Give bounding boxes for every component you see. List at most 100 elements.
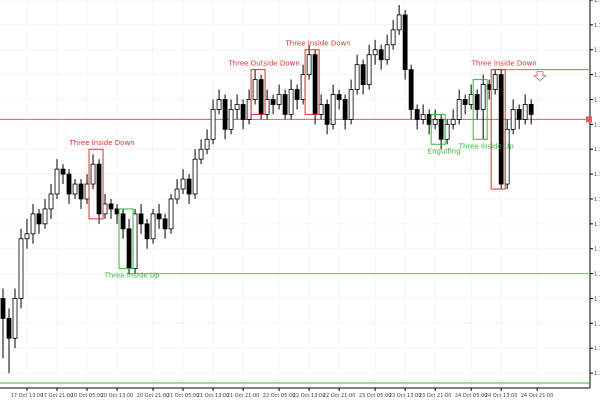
y-tick-label: 1.1605 xyxy=(594,222,600,228)
candle-body xyxy=(390,29,396,46)
pattern-box xyxy=(250,69,266,115)
candle-body xyxy=(498,74,504,185)
y-tick-label: 1.165 xyxy=(594,0,600,4)
pattern-box xyxy=(304,49,320,115)
candle-body xyxy=(60,168,66,175)
candle-body xyxy=(306,54,312,76)
y-tick-label: 1.1585 xyxy=(594,321,600,327)
pattern-box xyxy=(430,113,446,145)
x-tick-label: 20 Oct 21:00 xyxy=(137,393,170,399)
candle-body xyxy=(372,49,378,56)
candle-body xyxy=(54,168,60,195)
candle-body xyxy=(126,228,132,270)
candle-body xyxy=(462,99,468,105)
candle-body xyxy=(312,54,318,115)
candle-body xyxy=(174,188,180,200)
candle-body xyxy=(336,94,342,100)
candle-body xyxy=(120,213,126,230)
candle-body xyxy=(528,104,534,115)
x-tick-label: 24 Oct 21:00 xyxy=(521,393,554,399)
y-tick-label: 1.1575 xyxy=(594,371,600,377)
candle-body xyxy=(522,104,528,120)
candle-body xyxy=(186,178,192,195)
candle-body xyxy=(276,94,282,105)
candle-body xyxy=(78,183,84,200)
x-tick-label: 21 Oct 13:00 xyxy=(197,393,230,399)
x-tick-label: 24 Oct 13:00 xyxy=(485,393,518,399)
x-tick-label: 21 Oct 21:00 xyxy=(227,393,260,399)
pattern-label: Three Inside Down xyxy=(68,139,134,147)
y-tick-label: 1.1645 xyxy=(594,23,600,29)
candle-body xyxy=(450,118,456,125)
candle-body xyxy=(486,84,492,90)
candle-body xyxy=(318,104,324,115)
candle-body xyxy=(342,99,348,120)
candle-body xyxy=(438,118,444,140)
candle-body xyxy=(66,173,72,195)
candle-body xyxy=(426,114,432,125)
candle-body xyxy=(270,99,276,105)
candle-body xyxy=(288,89,294,115)
candle-body xyxy=(210,109,216,140)
arrow-icon xyxy=(532,71,548,82)
candle-body xyxy=(264,99,270,115)
candle-body xyxy=(378,49,384,61)
candle-body xyxy=(12,298,18,339)
y-tick-label: 1.161 xyxy=(594,197,600,203)
candle-body xyxy=(180,178,186,190)
pattern-box xyxy=(490,69,506,190)
candle-body xyxy=(156,213,162,220)
candle-body xyxy=(414,109,420,120)
x-tick-label: 22 Oct 21:00 xyxy=(323,393,356,399)
x-tick-label: 23 Oct 05:00 xyxy=(359,393,392,399)
candle-body xyxy=(366,54,372,85)
y-tick-label: 1.1635 xyxy=(594,73,600,79)
candle-body xyxy=(516,109,522,120)
y-tick-label: 1.1625 xyxy=(594,122,600,128)
y-tick-label: 1.164 xyxy=(594,48,600,54)
candle-body xyxy=(198,148,204,160)
candle-body xyxy=(84,183,90,200)
candle-body xyxy=(330,94,336,125)
pattern-label: Three Inside Up xyxy=(458,142,514,150)
candle-body xyxy=(114,208,120,215)
x-tick-label: 23 Oct 13:00 xyxy=(389,393,422,399)
pattern-label: Three Inside Down xyxy=(285,40,351,48)
candle-body xyxy=(468,94,474,105)
candle-body xyxy=(408,69,414,110)
candle-body xyxy=(96,163,102,215)
candle-body xyxy=(258,79,264,115)
candle-body xyxy=(138,213,144,225)
candle-body xyxy=(396,14,402,31)
x-tick-label: 17 Oct 13:00 xyxy=(11,393,44,399)
candle-body xyxy=(246,99,252,120)
candle-body xyxy=(432,118,438,125)
candle-body xyxy=(240,104,246,120)
candle-body xyxy=(402,14,408,71)
candle-body xyxy=(252,79,258,100)
candle-body xyxy=(102,203,108,215)
x-tick-label: 23 Oct 21:00 xyxy=(419,393,452,399)
pattern-label: Three Outside Down xyxy=(227,60,299,68)
y-tick-label: 1.1615 xyxy=(594,172,600,178)
candle-body xyxy=(72,183,78,195)
candle-body xyxy=(36,213,42,225)
candle-body xyxy=(324,104,330,125)
candle-body xyxy=(42,208,48,225)
candle-body xyxy=(90,163,96,185)
candle-body xyxy=(456,99,462,120)
x-tick-label: 17 Oct 21:00 xyxy=(41,393,74,399)
x-tick-label: 24 Oct 05:00 xyxy=(455,393,488,399)
candle-body xyxy=(192,158,198,195)
x-tick-label: 22 Oct 05:00 xyxy=(263,393,296,399)
pattern-box xyxy=(118,208,134,270)
candle-body xyxy=(108,203,114,210)
candle-body xyxy=(30,213,36,235)
pattern-box xyxy=(472,79,488,140)
candle-body xyxy=(444,123,450,140)
candle-body xyxy=(144,223,150,240)
candle-body xyxy=(216,99,222,110)
y-tick-label: 1.16 xyxy=(594,247,600,253)
candle-body xyxy=(6,317,12,339)
price-marker xyxy=(586,116,592,123)
